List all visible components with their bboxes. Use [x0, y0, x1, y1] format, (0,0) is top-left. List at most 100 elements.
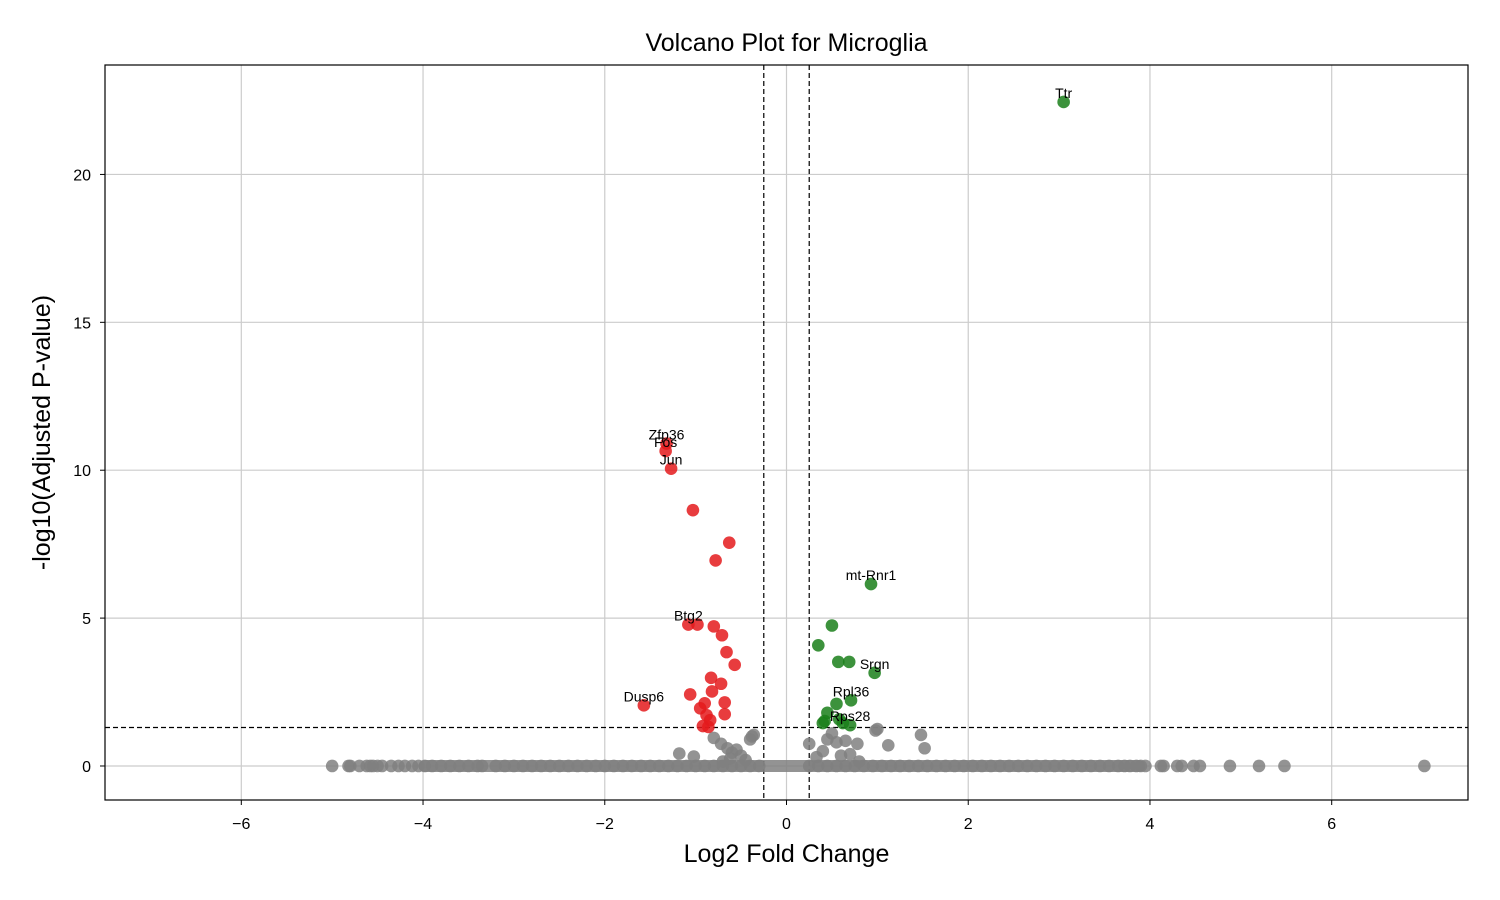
data-point [1418, 759, 1431, 773]
data-point [1039, 759, 1052, 773]
data-point [918, 741, 931, 755]
data-point [598, 759, 612, 773]
data-point [851, 737, 864, 751]
data-point [864, 577, 878, 591]
data-point [718, 707, 732, 721]
data-point [543, 759, 557, 773]
data-point [1066, 759, 1080, 773]
data-point [683, 688, 697, 701]
data-point [625, 759, 639, 773]
data-point [607, 759, 621, 773]
data-point [868, 666, 881, 680]
y-tick-label: 20 [73, 167, 91, 184]
gene-label: Rps28 [830, 708, 871, 724]
data-point [884, 759, 898, 773]
data-point [637, 699, 651, 712]
data-point [453, 759, 466, 773]
x-tick-label: −4 [414, 816, 432, 833]
y-tick-label: 5 [82, 611, 91, 628]
data-point [902, 759, 916, 773]
x-tick-label: 6 [1327, 816, 1336, 833]
y-axis-label: -log10(Adjusted P-value) [28, 295, 56, 570]
data-point [680, 759, 693, 773]
data-point [722, 536, 736, 549]
data-point [802, 737, 816, 751]
data-point [825, 619, 839, 632]
data-point [704, 671, 718, 685]
data-point [344, 759, 357, 773]
data-point [525, 759, 539, 773]
data-point [893, 759, 907, 773]
series-down-regulated [637, 437, 742, 734]
data-point [843, 747, 857, 761]
data-point [871, 722, 884, 736]
data-point [1075, 759, 1089, 773]
data-point [1011, 759, 1025, 773]
data-point [1139, 759, 1152, 773]
gene-label: Jun [660, 452, 683, 468]
data-point [728, 658, 742, 672]
data-point [553, 759, 566, 773]
data-point [652, 759, 666, 773]
data-point [1175, 759, 1189, 773]
data-points [325, 95, 1431, 773]
data-point [911, 759, 925, 773]
data-point [830, 697, 843, 711]
data-point [671, 759, 684, 773]
x-tick-label: 2 [964, 816, 973, 833]
gene-label: Btg2 [674, 608, 703, 624]
data-point [664, 462, 678, 476]
data-point [881, 738, 895, 752]
data-point [698, 759, 712, 773]
x-tick-label: −6 [232, 816, 250, 833]
data-point [691, 618, 704, 631]
series-up-regulated [812, 95, 1070, 732]
data-point [475, 759, 489, 773]
data-point [821, 759, 834, 773]
data-point [1093, 759, 1107, 773]
data-point [375, 759, 389, 773]
gene-label: Zfp36 [649, 427, 685, 443]
y-tick-label: 0 [82, 759, 91, 776]
data-point [634, 759, 648, 773]
data-point [434, 759, 448, 773]
data-point [616, 759, 630, 773]
y-tick-label: 10 [73, 463, 91, 480]
gene-label: Ttr [1055, 85, 1072, 101]
data-point [498, 759, 512, 773]
data-point [516, 759, 530, 773]
data-point [659, 444, 672, 458]
data-point [842, 655, 856, 669]
data-point [921, 759, 934, 773]
data-point [1030, 759, 1043, 773]
data-point [802, 759, 816, 773]
data-point [747, 728, 761, 742]
data-point [716, 755, 730, 768]
data-point [939, 759, 952, 773]
x-axis-ticks: −6 −4 −2 0 2 4 6 [232, 800, 1336, 833]
x-tick-label: 0 [782, 816, 791, 833]
data-point [839, 734, 852, 748]
data-point [966, 759, 980, 773]
data-point [839, 759, 852, 773]
data-point [462, 759, 475, 773]
data-point [830, 759, 843, 773]
data-point [534, 759, 548, 773]
data-point [1278, 759, 1291, 773]
data-point [1223, 759, 1237, 773]
data-point [1102, 759, 1116, 773]
data-point [571, 759, 584, 773]
data-point [715, 628, 729, 642]
y-tick-label: 15 [73, 315, 91, 332]
series-not-significant [325, 722, 1431, 773]
data-point [844, 694, 858, 707]
data-point [831, 655, 845, 669]
data-point [1252, 759, 1266, 773]
data-point [812, 639, 825, 652]
gene-label: Fos [654, 434, 677, 450]
data-point [689, 759, 702, 773]
x-tick-label: −2 [596, 816, 614, 833]
